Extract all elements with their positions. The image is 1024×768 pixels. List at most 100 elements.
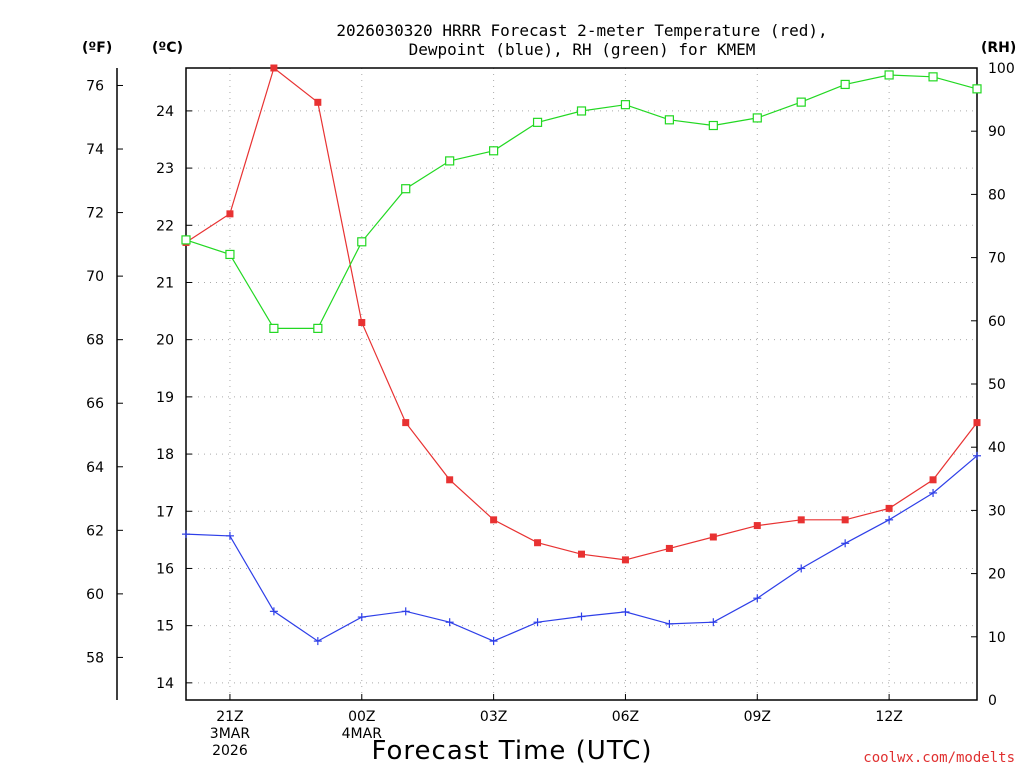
temperature-point [797,516,805,524]
fahrenheit-tick-label: 74 [86,142,104,158]
rh-point [664,115,674,125]
x-tick-label: 2026 [212,743,248,759]
rh-point [708,120,718,131]
temperature-point [665,544,673,552]
temperature-point [621,556,629,564]
temperature-line [185,66,978,561]
rh-tick-label: 10 [988,630,1006,646]
plot-frame [185,67,978,701]
rh-tick-label: 90 [988,124,1006,140]
rh-point [181,235,191,245]
series-layer [181,64,982,646]
fahrenheit-tick-label: 72 [86,206,104,222]
dewpoint-point [885,515,894,524]
celsius-tick-label: 22 [156,218,174,234]
fahrenheit-tick-label: 60 [86,587,104,603]
rh-point [357,237,367,247]
dewpoint-point [357,613,366,622]
rh-point [840,79,850,90]
temperature-point [885,504,893,512]
celsius-tick-label: 23 [156,161,174,177]
series-temperature [182,64,981,564]
celsius-tick-label: 16 [156,561,174,577]
rh-point [752,113,762,123]
celsius-tick-label: 20 [156,333,174,349]
dewpoint-point [621,607,630,616]
rh-tick-label: 100 [988,61,1015,77]
credit-label: coolwx.com/modelts [863,750,1015,766]
rh-point [576,106,587,116]
x-axis-label: Forecast Time (UTC) [371,736,652,766]
dewpoint-point [225,531,234,540]
dewpoint-point [401,607,410,616]
fahrenheit-unit-label: (ºF) [82,40,112,56]
rh-point [796,97,806,107]
celsius-tick-label: 24 [156,104,174,120]
fahrenheit-tick-label: 62 [86,523,104,539]
celsius-tick-label: 17 [156,504,174,520]
dewpoint-point [182,530,190,539]
temperature-point [578,550,585,558]
temperature-point [358,319,366,327]
rh-point [620,100,631,110]
celsius-tick-label: 19 [156,390,174,406]
rh-point [225,249,235,260]
dewpoint-point [533,618,542,627]
celsius-tick-label: 15 [156,619,174,635]
dewpoint-point [269,607,278,616]
temperature-point [753,522,761,530]
rh-tick-label: 20 [988,567,1006,583]
rh-point [269,323,279,333]
x-tick-label: 21Z [216,709,243,725]
dewpoint-point [753,594,762,603]
temperature-point [709,533,717,541]
fahrenheit-tick-label: 58 [86,650,104,666]
dewpoint-point [797,564,806,573]
x-tick-label: 00Z [348,709,375,725]
rh-unit-label: (RH) [981,40,1016,56]
fahrenheit-tick-label: 66 [86,396,104,412]
dewpoint-point [313,637,322,646]
rh-point [928,72,938,82]
x-tick-label: 3MAR [210,726,251,742]
rh-point [532,117,543,127]
temperature-point [534,539,542,547]
grid-layer [186,68,977,700]
fahrenheit-tick-label: 64 [86,460,104,476]
rh-tick-label: 60 [988,314,1006,330]
celsius-tick-label: 18 [156,447,174,463]
celsius-tick-label: 14 [156,676,174,692]
x-tick-label: 12Z [875,709,902,725]
celsius-unit-label: (ºC) [152,40,183,56]
fahrenheit-tick-label: 70 [86,269,104,285]
rh-point [489,146,499,156]
rh-point [972,84,982,94]
temperature-point [446,476,454,484]
rh-point [445,156,455,166]
rh-tick-label: 70 [988,251,1006,267]
temperature-point [490,516,498,524]
dewpoint-point [973,451,981,460]
x-tick-label: 09Z [744,709,771,725]
dewpoint-point [841,539,850,548]
rh-tick-label: 40 [988,440,1006,456]
temperature-point [841,516,849,524]
x-tick-label: 06Z [612,709,639,725]
fahrenheit-tick-label: 68 [86,333,104,349]
dewpoint-point [489,637,498,646]
celsius-tick-label: 21 [156,275,174,291]
temperature-point [226,210,234,218]
x-tick-label: 4MAR [342,726,383,742]
rh-point [884,70,894,80]
temperature-point [314,98,322,106]
series-dewpoint [182,451,981,646]
fahrenheit-tick-label: 76 [86,78,104,94]
temperature-point [402,419,410,427]
series-rh [181,70,982,333]
dewpoint-point [445,618,454,627]
rh-tick-label: 50 [988,377,1006,393]
chart-title-line1: 2026030320 HRRR Forecast 2-meter Tempera… [336,21,827,40]
dewpoint-point [709,618,718,627]
